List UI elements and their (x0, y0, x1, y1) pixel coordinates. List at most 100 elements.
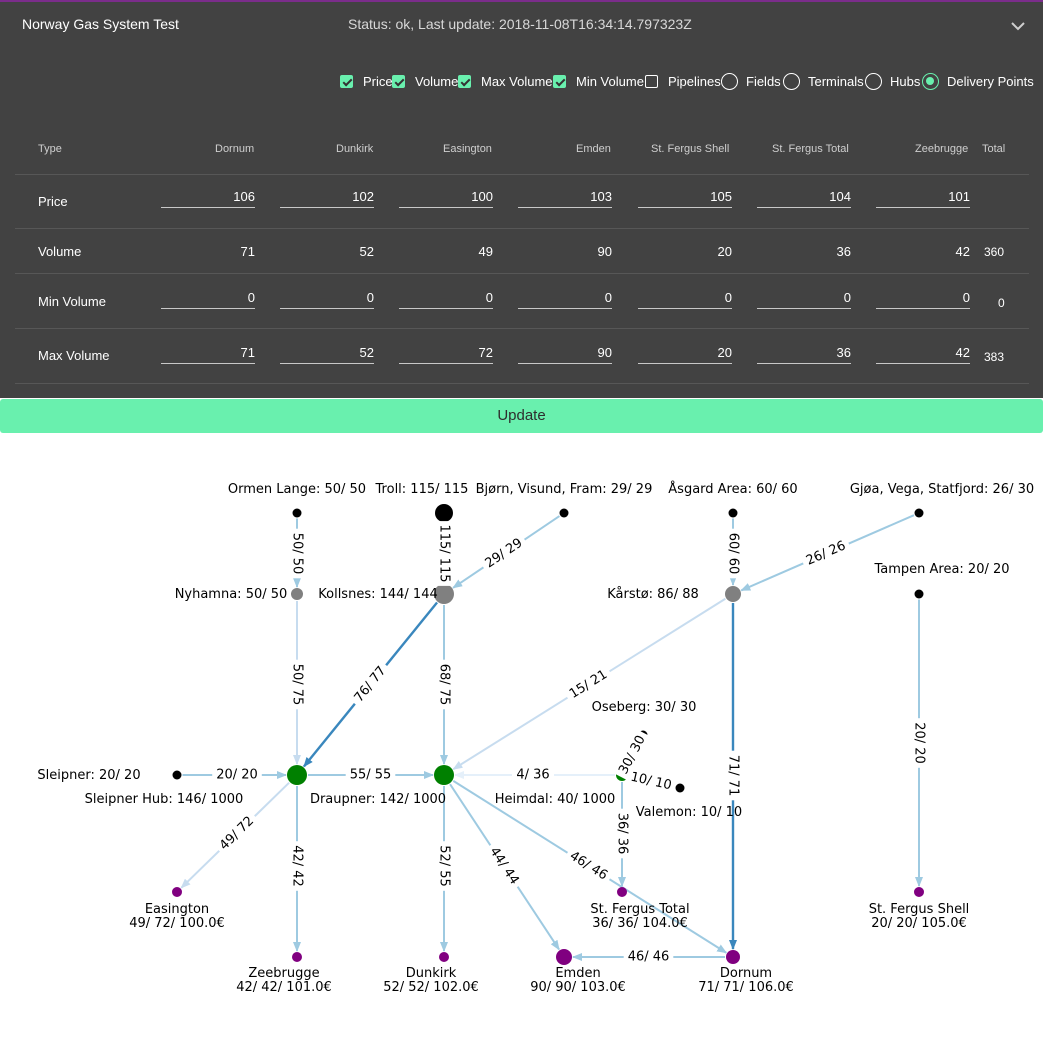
col-header: Zeebrugge (915, 143, 969, 155)
node-asgard[interactable] (728, 508, 738, 518)
max-volume-input[interactable]: 20 (638, 342, 732, 364)
node-sleipnerhub[interactable] (287, 765, 307, 785)
status-text: Status: ok, Last update: 2018-11-08T16:3… (348, 16, 692, 32)
checkbox-icon[interactable] (458, 74, 471, 88)
node-label: Valemon: 10/ 10 (636, 805, 742, 820)
edge-flow-label: 42/ 42 (290, 845, 305, 887)
node-draupner[interactable] (434, 765, 454, 785)
edge-flow-label: 76/ 77 (352, 664, 390, 706)
edge-label-background (613, 729, 652, 781)
price-input[interactable]: 106 (161, 186, 255, 208)
edge-label-background (512, 767, 554, 783)
node-gjoa[interactable] (914, 508, 924, 518)
node-troll[interactable] (435, 504, 453, 522)
checkbox-icon[interactable] (392, 74, 405, 88)
node-label: Kårstø: 86/ 88 (607, 587, 699, 602)
edge-label-background (800, 536, 852, 571)
max-volume-input[interactable]: 36 (757, 342, 851, 364)
node-label: Emden (555, 966, 600, 981)
min-volume-input[interactable]: 0 (876, 287, 970, 309)
edge-flow-label: 29/ 29 (483, 536, 526, 572)
price-input[interactable]: 105 (638, 186, 732, 208)
node-dornum[interactable] (726, 950, 740, 964)
node-dunkirk[interactable] (439, 952, 449, 962)
min-volume-input[interactable]: 0 (757, 287, 851, 309)
node-sleipner[interactable] (172, 770, 182, 780)
checkbox-icon[interactable] (553, 74, 566, 88)
edge-label-background (563, 846, 614, 886)
edge-label-background (725, 528, 741, 579)
node-easington[interactable] (172, 887, 182, 897)
price-input[interactable]: 104 (757, 186, 851, 208)
node-stfshell[interactable] (914, 887, 924, 897)
min-volume-input[interactable]: 0 (518, 287, 612, 309)
node-sublabel: 49/ 72/ 100.0€ (129, 916, 225, 931)
toggle-volume[interactable]: Volume (392, 72, 458, 90)
node-stftotal[interactable] (617, 887, 627, 897)
min-volume-input[interactable]: 0 (280, 287, 374, 309)
radio-hubs[interactable]: Hubs (865, 72, 920, 90)
max-volume-input[interactable]: 42 (876, 342, 970, 364)
price-input[interactable]: 101 (876, 186, 970, 208)
checkbox-icon[interactable] (340, 74, 353, 88)
node-label: Åsgard Area: 60/ 60 (668, 481, 797, 497)
price-input[interactable]: 102 (280, 186, 374, 208)
update-button[interactable]: Update (0, 399, 1043, 433)
col-header: Easington (443, 143, 492, 155)
node-tampen[interactable] (914, 589, 924, 599)
checkbox-icon[interactable] (645, 74, 658, 88)
max-volume-total: 383 (984, 350, 1005, 364)
node-label: Bjørn, Visund, Fram: 29/ 29 (476, 482, 653, 497)
max-volume-input[interactable]: 72 (399, 342, 493, 364)
min-volume-input[interactable]: 0 (161, 287, 255, 309)
node-label: Heimdal: 40/ 1000 (495, 792, 616, 807)
node-label: Kollsnes: 144/ 144 (318, 587, 438, 602)
min-volume-input[interactable]: 0 (638, 287, 732, 309)
edge-label-background (483, 840, 525, 892)
edge-flow-label: 49/ 72 (217, 814, 257, 854)
edge-flow-label: 52/ 55 (437, 845, 452, 887)
node-nyhamna[interactable] (291, 588, 303, 600)
node-label: Sleipner: 20/ 20 (37, 768, 140, 783)
divider (15, 273, 1029, 274)
radio-icon[interactable] (922, 72, 939, 90)
max-volume-input[interactable]: 71 (161, 342, 255, 364)
node-sublabel: 52/ 52/ 102.0€ (383, 980, 479, 995)
radio-icon[interactable] (721, 72, 738, 90)
node-emden[interactable] (556, 949, 572, 965)
edge-flow-label: 4/ 36 (516, 768, 549, 783)
edge-label-background (212, 767, 262, 783)
toggle-min-volume[interactable]: Min Volume (553, 72, 644, 90)
volume-value: 20 (717, 244, 732, 259)
radio-delivery-points[interactable]: Delivery Points (922, 72, 1034, 90)
row-label-min-volume: Min Volume (38, 294, 106, 309)
node-karsto[interactable] (725, 586, 741, 602)
toggle-price[interactable]: Price (340, 72, 393, 90)
edge-label-background (436, 659, 452, 710)
radio-label: Fields (746, 73, 781, 89)
control-panel: Norway Gas System Test Status: ok, Last … (0, 0, 1043, 398)
max-volume-input[interactable]: 52 (280, 342, 374, 364)
toggle-max-volume[interactable]: Max Volume (458, 72, 553, 90)
row-label-max-volume: Max Volume (38, 348, 110, 363)
radio-fields[interactable]: Fields (721, 72, 781, 90)
price-input[interactable]: 103 (518, 186, 612, 208)
node-label: Oseberg: 30/ 30 (592, 700, 697, 715)
radio-icon[interactable] (783, 72, 800, 90)
chevron-down-icon[interactable] (1008, 16, 1028, 36)
node-kollsnes[interactable] (434, 584, 454, 604)
node-label: Troll: 115/ 115 (375, 482, 469, 497)
node-bjorn[interactable] (559, 508, 569, 518)
min-volume-input[interactable]: 0 (399, 287, 493, 309)
toggle-pipelines[interactable]: Pipelines (645, 72, 721, 90)
col-header-total: Total (982, 143, 1006, 155)
max-volume-input[interactable]: 90 (518, 342, 612, 364)
node-valemon[interactable] (675, 783, 685, 793)
radio-icon[interactable] (865, 72, 882, 90)
radio-terminals[interactable]: Terminals (783, 72, 864, 90)
price-input[interactable]: 100 (399, 186, 493, 208)
col-header-type: Type (38, 143, 62, 155)
node-zeebrugge[interactable] (292, 952, 302, 962)
node-ormen[interactable] (292, 508, 302, 518)
edge-label-background (348, 660, 393, 709)
